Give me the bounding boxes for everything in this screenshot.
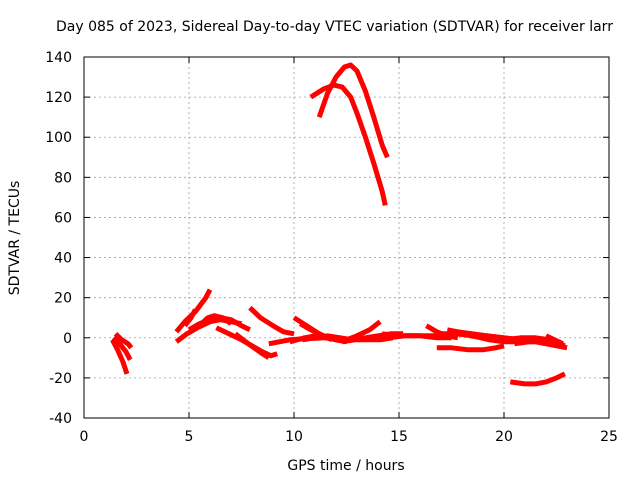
y-tick-label: 140	[45, 50, 72, 66]
y-tick-label: 60	[54, 210, 72, 226]
y-tick-label: 100	[45, 130, 72, 146]
y-tick-label: -40	[49, 411, 72, 427]
x-tick-label: 25	[600, 429, 618, 445]
y-tick-label: 80	[54, 170, 72, 186]
series-line-32	[509, 371, 566, 387]
series-line-8	[197, 313, 233, 328]
grid	[84, 57, 609, 418]
series-line-16	[302, 333, 354, 343]
series-line-6	[182, 308, 198, 328]
y-tick-label: 120	[45, 90, 72, 106]
series-line-21	[388, 333, 452, 341]
chart-title: Day 085 of 2023, Sidereal Day-to-day VTE…	[56, 19, 613, 35]
series-line-34	[316, 62, 390, 159]
y-axis-label: SDTVAR / TECUs	[7, 181, 23, 296]
x-tick-label: 15	[390, 429, 408, 445]
x-axis-label: GPS time / hours	[287, 458, 404, 474]
series-line-2	[111, 335, 133, 361]
series-line-10	[233, 331, 271, 360]
y-tick-label: -20	[49, 371, 72, 387]
series-line-1	[110, 338, 130, 375]
plot-border	[83, 56, 610, 419]
y-tick-label: 20	[54, 291, 72, 307]
series-line-23	[436, 343, 505, 353]
series-line-18	[345, 319, 382, 343]
axis-ticks: 0 5 10 15 20 25 -40 -20 0 20 40 60 80 100 120 140	[45, 50, 618, 445]
series-line-30	[535, 339, 568, 351]
x-tick-label: 10	[285, 429, 303, 445]
x-tick-label: 0	[80, 429, 89, 445]
data-traces	[110, 62, 568, 387]
y-tick-label: 0	[63, 331, 72, 347]
series-line-11	[248, 305, 295, 337]
x-tick-label: 20	[495, 429, 513, 445]
y-tick-label: 40	[54, 251, 72, 267]
series-line-31	[544, 333, 564, 347]
series-line-3	[113, 331, 134, 350]
x-tick-label: 5	[185, 429, 194, 445]
